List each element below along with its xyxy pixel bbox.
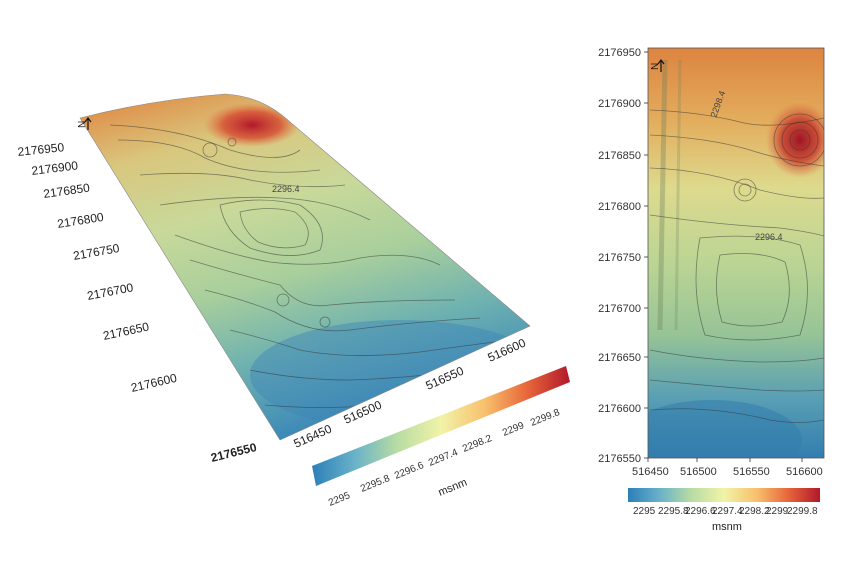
colorbar-2d-tick: 2298.2 <box>739 506 770 517</box>
colorbar-2d-tick: 2295 <box>633 506 656 517</box>
colorbar-2d-tick: 2295.8 <box>658 506 689 517</box>
colorbar-3d-tick: 2298.2 <box>461 433 494 455</box>
colorbar-3d-tick: 2296.6 <box>393 460 426 482</box>
y-tick-2d: 2176700 <box>598 303 641 315</box>
colorbar-2d-ramp <box>628 488 820 502</box>
north-arrow-3d: N <box>77 117 92 130</box>
svg-text:N: N <box>650 63 661 70</box>
colorbar-2d: 2295 2295.8 2296.6 2297.4 2298.2 2299 22… <box>628 488 820 533</box>
svg-text:N: N <box>77 121 88 128</box>
colorbar-3d-tick: 2299 <box>501 420 526 439</box>
colorbar-2d-tick: 2299 <box>766 506 789 517</box>
x-tick-2d: 516550 <box>733 466 770 478</box>
contour-label-3d: 2296.4 <box>272 184 300 194</box>
y-tick-3d: 2176750 <box>72 241 121 263</box>
y-tick-2d: 2176600 <box>598 403 641 415</box>
colorbar-2d-tick: 2297.4 <box>712 506 743 517</box>
y-tick-3d: 2176700 <box>86 280 135 303</box>
x-tick-2d: 516500 <box>680 466 717 478</box>
colorbar-2d-tick: 2296.6 <box>685 506 716 517</box>
colorbar-2d-unit: msnm <box>712 521 742 533</box>
y-tick-3d: 2176600 <box>130 371 179 395</box>
y-tick-2d: 2176950 <box>598 47 641 59</box>
y-tick-3d: 2176950 <box>17 140 65 159</box>
y-tick-3d: 2176550 <box>209 440 258 465</box>
y-tick-2d: 2176800 <box>598 201 641 213</box>
colorbar-3d-tick: 2297.4 <box>427 447 460 469</box>
colorbar-3d-tick: 2295 <box>327 490 352 509</box>
low-elevation-area-2d <box>648 400 802 458</box>
y-axis-2d: 2176950 2176900 2176850 2176800 2176750 … <box>598 47 648 465</box>
x-tick-2d: 516600 <box>786 466 823 478</box>
colorbar-3d-unit: msnm <box>437 476 469 498</box>
y-tick-2d: 2176750 <box>598 252 641 264</box>
y-tick-3d: 2176650 <box>102 319 151 342</box>
x-tick-2d: 516450 <box>632 466 669 478</box>
y-tick-3d: 2176800 <box>56 210 105 231</box>
low-elevation-area-3d <box>250 320 530 430</box>
y-tick-2d: 2176550 <box>598 453 641 465</box>
y-tick-2d: 2176850 <box>598 150 641 162</box>
y-tick-2d: 2176900 <box>598 98 641 110</box>
high-elevation-area-3d <box>204 103 300 147</box>
y-tick-3d: 2176900 <box>31 158 79 178</box>
y-tick-2d: 2176650 <box>598 352 641 364</box>
contours-3d <box>109 124 511 408</box>
colorbar-3d-tick: 2295.8 <box>359 473 392 495</box>
colorbar-2d-tick: 2299.8 <box>787 506 818 517</box>
contours-2d <box>649 109 824 423</box>
x-axis-2d: 516450 516500 516550 516600 <box>632 458 823 478</box>
surface-3d <box>80 94 530 440</box>
colorbar-3d-ramp <box>312 366 570 486</box>
north-arrow-2d: N <box>650 59 665 72</box>
plan-view: 2296.4 2298.4 N 2176950 2176900 2176850 … <box>598 47 825 533</box>
y-tick-3d: 2176850 <box>42 181 91 201</box>
contour-label-2d: 2296.4 <box>755 232 783 242</box>
colorbar-3d-tick: 2299.8 <box>529 407 562 429</box>
perspective-view: 2296.4 N 2176950 2176900 2176850 2176800… <box>17 93 570 509</box>
